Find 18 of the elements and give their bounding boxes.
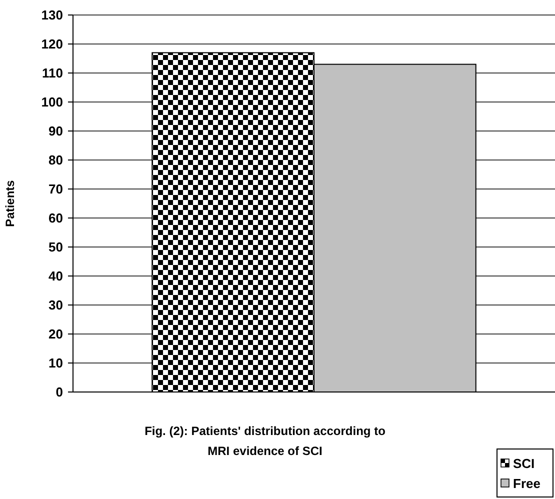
legend-label: Free <box>513 476 540 491</box>
y-axis-title: Patients <box>3 180 17 227</box>
text: Fig. (2): Patients' distribution according to MRI evidence of SCI <box>144 424 386 458</box>
y-tick-label: 30 <box>48 298 63 313</box>
y-tick-label: 60 <box>48 210 63 226</box>
y-tick-label: 90 <box>48 124 63 139</box>
y-tick-label: 40 <box>48 268 63 284</box>
y-tick-label: 120 <box>41 36 63 52</box>
y-tick-label: 70 <box>48 182 63 197</box>
y-tick-label: 50 <box>48 240 63 255</box>
y-tick-label: 100 <box>41 94 63 110</box>
y-tick-label: 0 <box>56 384 63 400</box>
y-tick-label: 10 <box>48 356 63 371</box>
text: SCI <box>513 456 535 471</box>
y-tick-label: 20 <box>48 326 63 342</box>
y-tick-label: 130 <box>41 8 63 23</box>
y-tick-label: 110 <box>42 66 63 81</box>
y-tick-label: 80 <box>48 152 63 168</box>
